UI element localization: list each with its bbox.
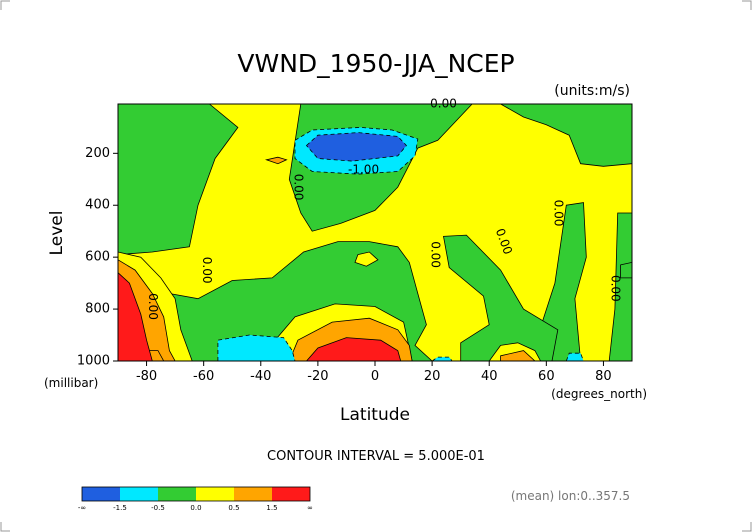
colorbar-label-4: 0.5 <box>228 504 239 512</box>
colorbar-label-0: -∞ <box>78 504 86 512</box>
y-axis: 1000 800 600 400 200 <box>77 146 118 369</box>
x-tick-label-1: -60 <box>193 369 214 384</box>
y-tick-label-1: 800 <box>85 302 110 317</box>
colorbar: -∞ -1.5 -0.5 0.0 0.5 1.5 ∞ <box>78 486 313 512</box>
colorbar-label-6: ∞ <box>307 504 313 512</box>
footer-note: (mean) lon:0..357.5 <box>511 489 630 503</box>
x-tick-label-2: -40 <box>250 369 271 384</box>
corner-mark-top-right <box>742 0 752 10</box>
chart-title: VWND_1950-JJA_NCEP <box>237 49 514 78</box>
contour-region-green-4 <box>608 212 632 361</box>
corner-mark-bottom-left <box>0 522 10 532</box>
colorbar-swatch-2 <box>158 487 196 501</box>
contour-label-4: 0.00 <box>146 293 160 320</box>
y-axis-label: Level <box>47 211 67 256</box>
colorbar-swatch-0 <box>82 487 120 501</box>
x-tick-label-3: -20 <box>307 369 328 384</box>
x-tick-label-5: 20 <box>424 369 441 384</box>
contour-region-orange-13 <box>265 156 288 165</box>
colorbar-swatch-3 <box>196 487 234 501</box>
contour-region-orange-14 <box>500 350 536 361</box>
contour-region-cyan-21 <box>431 356 453 361</box>
colorbar-label-3: 0.0 <box>190 504 201 512</box>
contour-label-5: 0.00 <box>428 241 442 268</box>
x-axis-units: (degrees_north) <box>551 387 647 401</box>
x-tick-label-4: 0 <box>371 369 379 384</box>
contour-region-blue-22 <box>305 132 407 162</box>
contour-region-cyan-20 <box>565 352 584 361</box>
colorbar-label-2: -0.5 <box>151 504 165 512</box>
contour-region-green-2 <box>499 104 632 167</box>
x-axis: -80 -60 -40 -20 0 20 40 60 80 <box>136 361 612 384</box>
x-tick-label-8: 80 <box>595 369 612 384</box>
plot-area: 0.00-1.000.000.000.000.00 0.000.000.00 <box>117 97 633 362</box>
colorbar-label-5: 1.5 <box>266 504 277 512</box>
colorbar-swatch-1 <box>120 487 158 501</box>
colorbar-swatch-5 <box>272 487 310 501</box>
contour-interval-text: CONTOUR INTERVAL = 5.000E-01 <box>267 449 485 464</box>
contour-region-green-5 <box>118 234 559 361</box>
corner-mark-bottom-right <box>742 522 752 532</box>
contour-region-green-0 <box>118 104 239 256</box>
contour-region-red-17 <box>305 337 402 361</box>
contour-region-cyan-19 <box>217 334 296 361</box>
y-axis-units: (millibar) <box>44 376 98 390</box>
contour-region-green-3 <box>540 202 587 361</box>
contour-regions <box>118 104 632 361</box>
y-tick-label-0: 1000 <box>77 354 110 369</box>
colorbar-frame <box>81 486 311 502</box>
x-tick-label-7: 60 <box>538 369 555 384</box>
contour-label-1: -1.00 <box>348 163 379 177</box>
contour-label-3: 0.00 <box>200 257 214 284</box>
contour-label-8: 0.00 <box>608 275 622 302</box>
contour-label-7: 0.00 <box>551 200 565 227</box>
x-tick-label-6: 40 <box>481 369 498 384</box>
x-tick-label-0: -80 <box>136 369 157 384</box>
contour-region-green-6 <box>620 261 632 279</box>
y-tick-label-4: 200 <box>85 146 110 161</box>
contour-region-yellow-9 <box>354 251 379 267</box>
units-label: (units:m/s) <box>554 83 630 99</box>
y-tick-label-3: 400 <box>85 198 110 213</box>
corner-mark-top-left <box>0 0 10 10</box>
x-axis-label: Latitude <box>340 405 410 425</box>
y-tick-label-2: 600 <box>85 250 110 265</box>
colorbar-swatch-4 <box>234 487 272 501</box>
contour-label-2: 0.00 <box>291 174 305 201</box>
colorbar-label-1: -1.5 <box>113 504 127 512</box>
contour-region-red-16 <box>118 272 153 361</box>
